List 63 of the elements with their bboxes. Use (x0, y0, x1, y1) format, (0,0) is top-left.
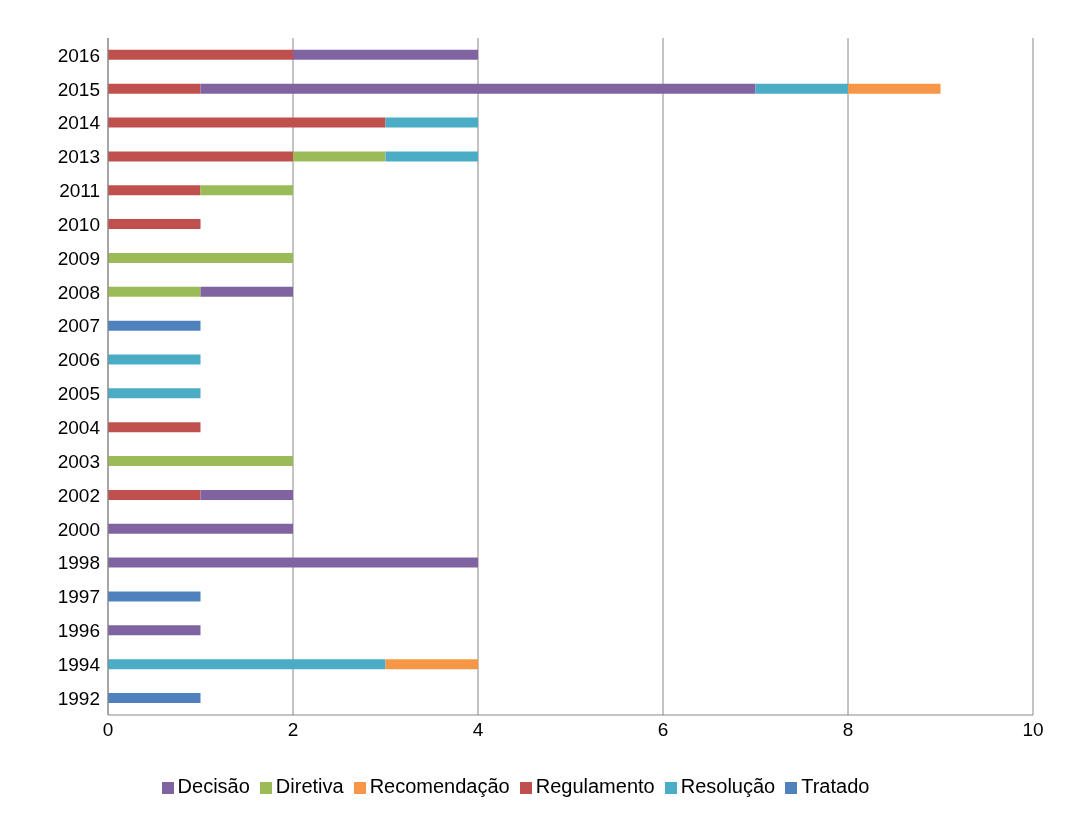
y-tick-label: 2003 (57, 450, 100, 472)
bar (108, 591, 201, 602)
y-tick-label: 1996 (57, 620, 100, 642)
bar (108, 219, 201, 230)
y-tick-label: 1997 (57, 586, 100, 608)
bar (108, 456, 293, 467)
bar (108, 354, 201, 365)
y-tick-label: 1998 (57, 552, 100, 574)
x-tick-label: 10 (1022, 719, 1044, 741)
x-tick-label: 8 (842, 719, 854, 741)
y-tick-label: 2002 (57, 484, 100, 506)
y-tick-label: 2016 (57, 44, 100, 66)
x-tick-label: 6 (657, 719, 669, 741)
legend-label: Regulamento (535, 775, 655, 797)
bar (108, 693, 201, 703)
y-tick-label: 2009 (57, 247, 100, 269)
y-tick-label: 1992 (57, 687, 100, 709)
y-tick-label: 2007 (57, 315, 100, 337)
x-tick-label: 4 (472, 719, 484, 741)
x-tick-label: 2 (287, 719, 299, 741)
bar (200, 185, 293, 196)
bar (108, 286, 201, 297)
bar (385, 117, 478, 128)
bar (108, 659, 386, 670)
bar (108, 83, 201, 94)
bar (108, 388, 201, 399)
bar (108, 422, 201, 433)
bar (108, 320, 201, 331)
bar (108, 557, 478, 568)
bar (200, 83, 756, 94)
bar (848, 83, 941, 94)
y-tick-label: 2010 (57, 213, 100, 235)
bar (108, 49, 293, 60)
x-tick-label: 0 (102, 719, 114, 741)
legend-label: Decisão (177, 775, 250, 797)
bar (293, 151, 386, 162)
y-tick-label: 2008 (57, 281, 100, 303)
legend-label: Tratado (801, 775, 870, 797)
y-tick-label: 2013 (57, 146, 100, 168)
legend-label: Recomendação (369, 775, 510, 797)
y-tick-label: 2006 (57, 349, 100, 371)
legend-label: Resolução (680, 775, 776, 797)
bar (200, 489, 293, 500)
y-tick-label: 2000 (57, 518, 100, 540)
y-tick-label: 2015 (57, 78, 100, 100)
legend-label: Diretiva (275, 775, 344, 797)
bar (200, 286, 293, 297)
y-tick-label: 2011 (59, 180, 100, 202)
y-tick-label: 2005 (57, 383, 100, 405)
bar (108, 117, 386, 128)
y-tick-label: 2004 (57, 417, 101, 439)
bar (755, 83, 848, 94)
bar (108, 252, 293, 263)
bar (108, 185, 201, 196)
bar (108, 489, 201, 500)
bar (385, 659, 478, 670)
bar (293, 49, 478, 60)
bar (385, 151, 478, 162)
y-tick-label: 1994 (57, 653, 101, 675)
bar (108, 625, 201, 636)
y-tick-label: 2014 (57, 112, 101, 134)
bar (108, 523, 293, 534)
bar (108, 151, 293, 162)
